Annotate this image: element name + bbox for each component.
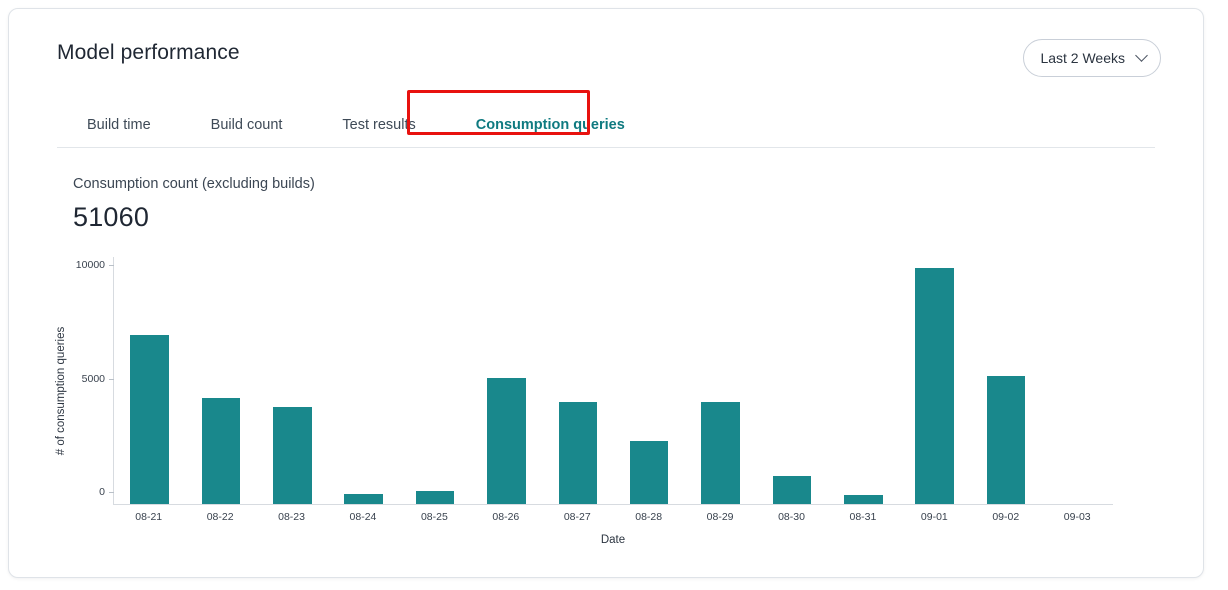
bar-slot [257, 266, 328, 504]
tab-list: Build time Build count Test results Cons… [57, 90, 1155, 148]
page-title: Model performance [57, 41, 240, 64]
consumption-queries-chart: # of consumption queries 0 5000 10000 08-2… [9, 247, 1203, 547]
tabs-container: Build time Build count Test results Cons… [9, 90, 1203, 148]
tab-test-results[interactable]: Test results [312, 103, 445, 147]
tab-build-count[interactable]: Build count [181, 103, 313, 147]
bar-slot [1042, 266, 1113, 504]
bar-slot [756, 266, 827, 504]
bar-slot [899, 266, 970, 504]
tab-build-time[interactable]: Build time [57, 103, 181, 147]
bar-slot [328, 266, 399, 504]
metric-label: Consumption count (excluding builds) [73, 176, 315, 192]
bar-slot [185, 266, 256, 504]
bar[interactable] [558, 402, 598, 504]
card-header: Model performance Last 2 Weeks [9, 9, 1203, 77]
bar[interactable] [772, 475, 812, 504]
model-performance-card: Model performance Last 2 Weeks Build tim… [8, 8, 1204, 578]
bar[interactable] [201, 398, 241, 504]
date-range-value: Last 2 Weeks [1040, 50, 1125, 66]
bar[interactable] [701, 402, 740, 504]
bar-slot [685, 266, 756, 504]
y-axis-tick: 0 [99, 486, 114, 498]
y-axis-tick: 5000 [82, 373, 115, 385]
x-axis-tick: 08-24 [349, 511, 377, 523]
x-axis-tick: 08-27 [563, 511, 591, 523]
x-axis-ticks: 08-21 08-22 08-23 08-24 08-25 08-26 08-27 08-28… [113, 511, 1113, 523]
x-axis-label: Date [600, 534, 626, 546]
y-axis-tick: 10000 [76, 259, 115, 271]
bar-slot [828, 266, 899, 504]
bar[interactable] [915, 267, 954, 504]
chevron-down-icon [1135, 48, 1148, 62]
plot-area: 0 5000 10000 [76, 257, 1113, 505]
x-axis-tick: 09-01 [920, 511, 948, 523]
bar[interactable] [844, 495, 883, 504]
x-axis-tick: 09-03 [1063, 511, 1091, 523]
x-axis-tick: 08-26 [492, 511, 520, 523]
x-axis-tick: 08-23 [278, 511, 305, 523]
x-axis-tick: 08-31 [849, 511, 877, 523]
bar-series [114, 266, 1113, 504]
bar[interactable] [415, 490, 455, 504]
bar-slot [114, 266, 185, 504]
bar-slot [542, 266, 613, 504]
y-axis-label: # of consumption queries [55, 326, 67, 456]
bar-slot [614, 266, 685, 504]
bar-slot [471, 266, 542, 504]
bar[interactable] [344, 493, 384, 504]
bar-slot [399, 266, 470, 504]
x-axis-tick: 08-29 [706, 511, 734, 523]
tab-consumption-queries[interactable]: Consumption queries [446, 103, 655, 147]
bar[interactable] [487, 378, 526, 504]
bar[interactable] [273, 407, 312, 504]
bar[interactable] [130, 335, 169, 504]
x-axis-tick: 08-21 [135, 511, 163, 523]
bar-slot [970, 266, 1041, 504]
metric-value: 51060 [73, 202, 150, 232]
metric-summary: Consumption count (excluding builds) 510… [9, 148, 1203, 233]
x-axis-tick: 08-28 [635, 511, 663, 523]
x-axis-tick: 08-22 [206, 511, 234, 523]
date-range-select[interactable]: Last 2 Weeks [1023, 39, 1161, 77]
bar[interactable] [986, 376, 1026, 504]
x-axis-tick: 09-02 [992, 511, 1020, 523]
x-axis-tick: 08-25 [420, 511, 448, 523]
x-axis-tick: 08-30 [778, 511, 805, 523]
bar[interactable] [629, 440, 669, 504]
